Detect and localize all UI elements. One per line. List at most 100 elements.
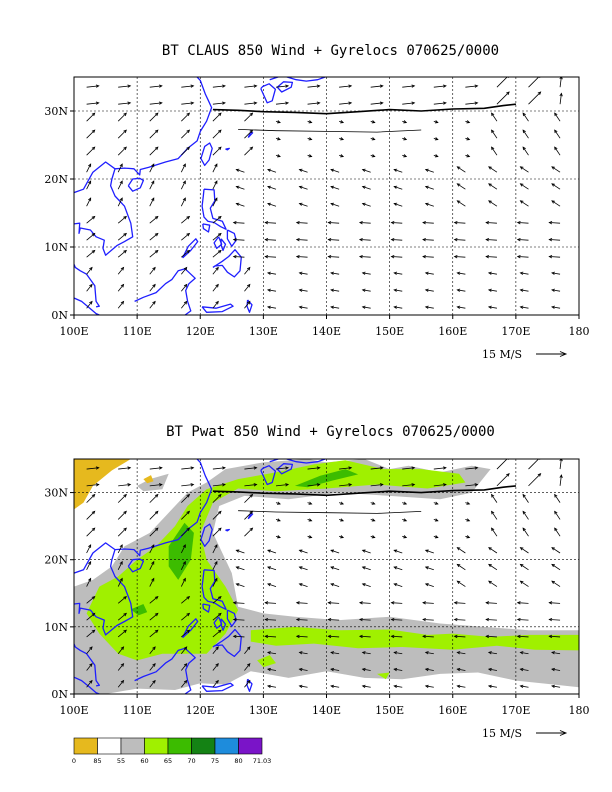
- wind-vector: [86, 663, 93, 671]
- wind-vector: [394, 203, 403, 207]
- wind-vector: [299, 289, 308, 292]
- wind-vector: [117, 250, 127, 258]
- x-tick-label: 110E: [123, 704, 152, 717]
- wind-vector: [244, 267, 251, 275]
- wind-vector: [549, 222, 561, 224]
- wind-vector: [244, 85, 257, 88]
- wind-vector: [244, 680, 251, 688]
- wind-vector: [265, 239, 277, 241]
- wind-vector: [394, 583, 403, 587]
- wind-vector: [551, 272, 561, 275]
- wind-vector: [520, 200, 529, 207]
- y-tick-label: 10N: [44, 621, 68, 634]
- wind-vector: [554, 511, 561, 520]
- wind-vector: [517, 602, 529, 604]
- wind-vector: [299, 169, 308, 173]
- wind-vector: [86, 129, 96, 139]
- wind-vector: [180, 544, 186, 554]
- wind-vector: [465, 484, 478, 487]
- wind-vector: [181, 613, 190, 621]
- wind-vector: [244, 494, 253, 503]
- wind-vector: [394, 651, 403, 655]
- wind-vector: [117, 301, 124, 309]
- wind-vector: [370, 85, 383, 88]
- wind-vector: [149, 596, 159, 604]
- wind-vector: [362, 186, 371, 190]
- wind-vector: [465, 102, 478, 105]
- colorbar-swatch: [73, 737, 98, 755]
- wind-vector: [149, 163, 155, 173]
- wind-vector: [425, 583, 434, 587]
- wind-vector: [267, 668, 277, 671]
- wind-vector: [359, 222, 371, 224]
- wind-vector: [296, 619, 308, 621]
- wind-vector: [149, 646, 156, 654]
- wind-vector: [149, 663, 156, 671]
- wind-vector: [330, 583, 340, 587]
- wind-vector: [559, 475, 562, 486]
- wind-vector: [362, 583, 371, 587]
- wind-vector: [299, 651, 308, 655]
- wind-vector: [328, 239, 340, 241]
- wind-vector: [296, 239, 308, 241]
- wind-vector: [181, 267, 188, 275]
- wind-vector: [425, 272, 434, 275]
- colorbar-label: 65: [164, 757, 172, 765]
- wind-vector: [328, 619, 340, 621]
- wind-vector: [149, 284, 156, 292]
- wind-vector: [299, 566, 308, 571]
- wind-vector: [359, 635, 371, 638]
- wind-vector: [457, 166, 466, 173]
- wind-vector: [394, 272, 403, 275]
- y-tick-label: 30N: [44, 487, 68, 500]
- wind-vector: [307, 85, 320, 88]
- y-tick-label: 0N: [51, 688, 68, 701]
- wind-vector: [86, 102, 99, 105]
- wind-vector: [362, 668, 371, 671]
- wind-vector: [180, 180, 186, 190]
- wind-vector: [181, 85, 194, 88]
- wind-vector: [549, 619, 561, 621]
- wind-vector: [486, 256, 497, 258]
- axis-ticks: 100E 110E 120E 130E 140E 150E 160E 170E 180 0N 10N…: [44, 487, 589, 717]
- wind-vector: [299, 668, 308, 671]
- x-tick-label: 130E: [249, 325, 278, 338]
- wind-vector: [86, 544, 92, 554]
- wind-vector: [433, 102, 447, 105]
- gyre-track-secondary: [238, 129, 422, 133]
- gyre-track: [212, 485, 516, 497]
- wind-vector: [394, 668, 403, 671]
- wind-vector: [117, 197, 123, 207]
- wind-vector: [307, 467, 320, 470]
- wind-vector: [275, 484, 289, 487]
- wind-vector: [233, 222, 245, 224]
- wind-vector: [117, 494, 127, 503]
- wind-vector: [265, 222, 277, 224]
- wind-vector: [267, 169, 277, 173]
- pwat-contour-area: [74, 459, 131, 510]
- wind-vector: [299, 272, 308, 275]
- wind-vector: [86, 284, 93, 292]
- wind-vector: [488, 564, 498, 571]
- wind-vector: [520, 564, 529, 571]
- wind-vector: [149, 629, 159, 638]
- wind-vector: [117, 511, 127, 520]
- x-tick-label: 140E: [312, 325, 341, 338]
- wind-vector: [149, 511, 159, 520]
- wind-vector: [149, 484, 162, 487]
- pwat-contour-area: [250, 626, 579, 651]
- wind-vector: [244, 146, 253, 156]
- wind-vector: [520, 651, 529, 655]
- wind-vector: [180, 163, 186, 173]
- pwat-contour-area: [86, 460, 466, 661]
- colorbar-swatch: [214, 737, 239, 755]
- wind-vector: [362, 203, 371, 207]
- wind-vector: [330, 186, 340, 190]
- wind-vector: [244, 301, 251, 309]
- wind-vector: [233, 635, 245, 638]
- wind-vector: [422, 256, 434, 258]
- wind-vector: [149, 129, 159, 139]
- wind-vector: [233, 602, 245, 604]
- wind-vector: [181, 663, 188, 671]
